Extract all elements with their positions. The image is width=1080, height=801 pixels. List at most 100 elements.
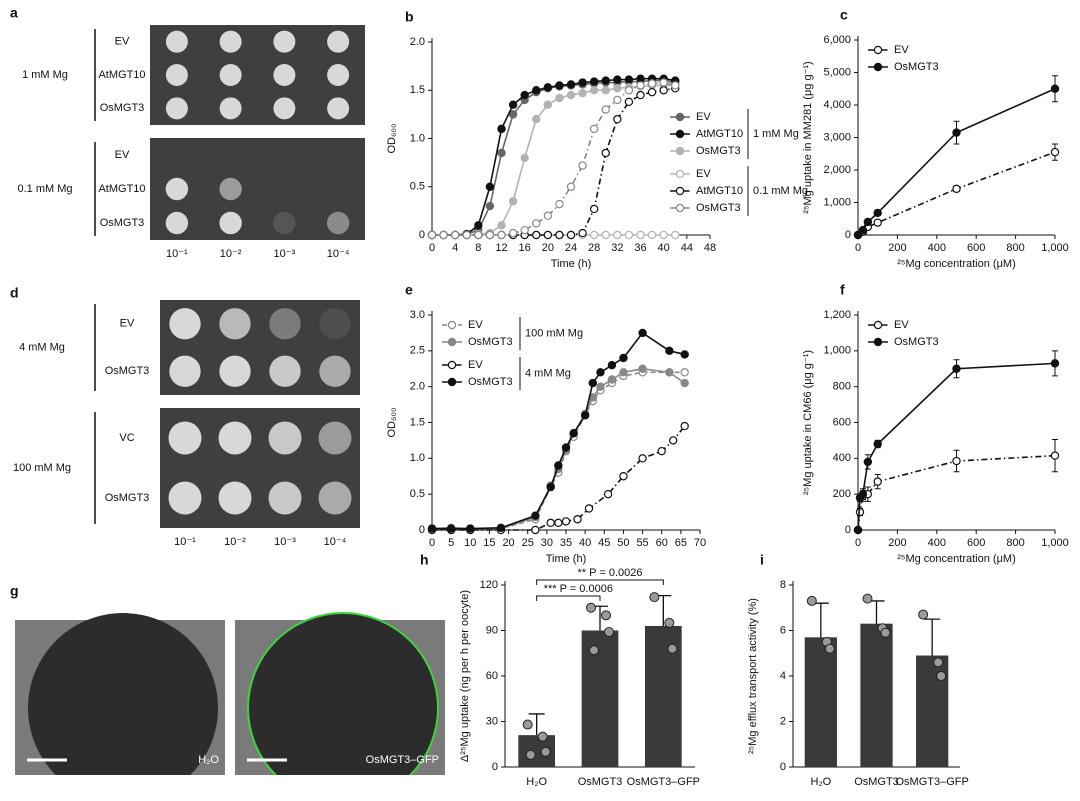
y-tick-label: 5,000	[823, 66, 851, 78]
data-point	[466, 524, 475, 533]
condition-label: 4 mM Mg	[19, 341, 65, 353]
data-point	[601, 148, 610, 158]
x-tick-label: 200	[888, 537, 906, 549]
strain-label: OsMGT3	[105, 365, 150, 377]
data-point	[1050, 359, 1060, 368]
x-tick-label: 28	[588, 242, 600, 254]
legend-label: EV	[468, 319, 483, 331]
data-point	[638, 454, 647, 463]
colony-spot	[319, 355, 351, 387]
data-point	[555, 93, 564, 103]
data-point	[607, 375, 617, 384]
legend-marker	[447, 360, 457, 370]
dilution-label: 10⁻¹	[166, 248, 188, 260]
data-point	[659, 86, 668, 95]
data-point	[531, 511, 540, 520]
x-tick-label: 24	[565, 242, 577, 254]
data-point	[520, 225, 529, 235]
data-point	[659, 230, 668, 240]
panel-label: c	[840, 7, 848, 23]
strain-label: AtMGT10	[98, 69, 145, 81]
series-line	[432, 87, 676, 236]
legend-label: EV	[696, 168, 711, 180]
colony-spot	[219, 308, 251, 340]
y-axis-title: ²⁵Mg uptake in CM66 (μg g⁻¹)	[802, 350, 814, 495]
x-tick-label: 44	[681, 242, 693, 254]
strain-label: VC	[119, 432, 134, 444]
data-point	[589, 124, 599, 134]
y-axis-title: OD₆₀₀	[386, 123, 398, 153]
series-line	[432, 81, 676, 236]
replicate-point	[667, 643, 678, 654]
data-point	[1050, 451, 1060, 460]
strain-label: EV	[115, 149, 130, 161]
data-point	[531, 525, 540, 535]
significance-label: ** P = 0.0026	[578, 567, 643, 579]
y-tick-label: 6,000	[823, 34, 851, 46]
data-point	[601, 86, 610, 95]
y-tick-label: 1.5	[410, 84, 425, 96]
image-label: H₂O	[198, 754, 219, 766]
legend-label: OsMGT3	[696, 202, 741, 214]
legend-marker	[675, 186, 685, 196]
x-tick-label: 400	[928, 242, 946, 254]
x-tick-label: 1,000	[1041, 537, 1069, 549]
data-point	[520, 90, 529, 100]
series-line	[432, 425, 686, 531]
y-tick-label: 8	[780, 579, 786, 591]
data-point	[485, 230, 495, 240]
data-point	[624, 75, 634, 84]
data-point	[873, 218, 882, 227]
colony-spot	[273, 97, 296, 120]
data-point	[555, 81, 564, 90]
legend-marker	[675, 112, 685, 122]
colony-spot	[218, 481, 252, 515]
colony-spot	[165, 177, 189, 201]
x-tick-label: 45	[598, 537, 610, 549]
series-line	[857, 362, 1056, 531]
data-point	[669, 436, 678, 445]
data-point	[680, 378, 689, 388]
y-tick-label: 6	[780, 624, 786, 636]
replicate-point	[806, 595, 817, 606]
data-point	[589, 230, 599, 240]
x-tick-label: 20	[542, 242, 554, 254]
data-point	[578, 161, 587, 170]
data-point	[952, 456, 961, 466]
x-tick-label: OsMGT3	[578, 776, 623, 788]
data-point	[665, 368, 674, 377]
data-point	[497, 124, 506, 134]
data-point	[566, 90, 576, 100]
y-tick-label: 0	[845, 524, 851, 536]
data-point	[596, 382, 605, 391]
dilution-label: 10⁻²	[220, 248, 242, 260]
colony-spot	[327, 97, 350, 120]
x-tick-label: 50	[617, 537, 629, 549]
series-line	[432, 371, 685, 530]
legend-marker	[675, 169, 685, 179]
data-point	[952, 128, 961, 137]
dilution-label: 10⁻¹	[174, 536, 196, 548]
legend-marker	[675, 129, 685, 139]
data-point	[624, 86, 634, 95]
legend-group-label: 4 mM Mg	[525, 367, 571, 379]
data-point	[873, 439, 882, 449]
oocyte	[247, 612, 439, 801]
strain-label: OsMGT3	[100, 102, 145, 114]
series-line	[431, 367, 686, 530]
data-point	[858, 225, 868, 235]
data-point	[462, 230, 471, 240]
series-line	[432, 77, 676, 236]
x-tick-label: 20	[502, 537, 514, 549]
strain-label: EV	[120, 318, 135, 330]
legend-marker	[873, 62, 883, 72]
y-tick-label: 3,000	[823, 131, 851, 143]
x-tick-label: 60	[656, 537, 668, 549]
y-tick-label: 3.0	[410, 309, 425, 321]
y-tick-label: 2.0	[410, 36, 425, 48]
series-line	[432, 84, 676, 236]
condition-label: 100 mM Mg	[13, 462, 71, 474]
data-point	[680, 368, 689, 377]
data-point	[853, 525, 863, 535]
